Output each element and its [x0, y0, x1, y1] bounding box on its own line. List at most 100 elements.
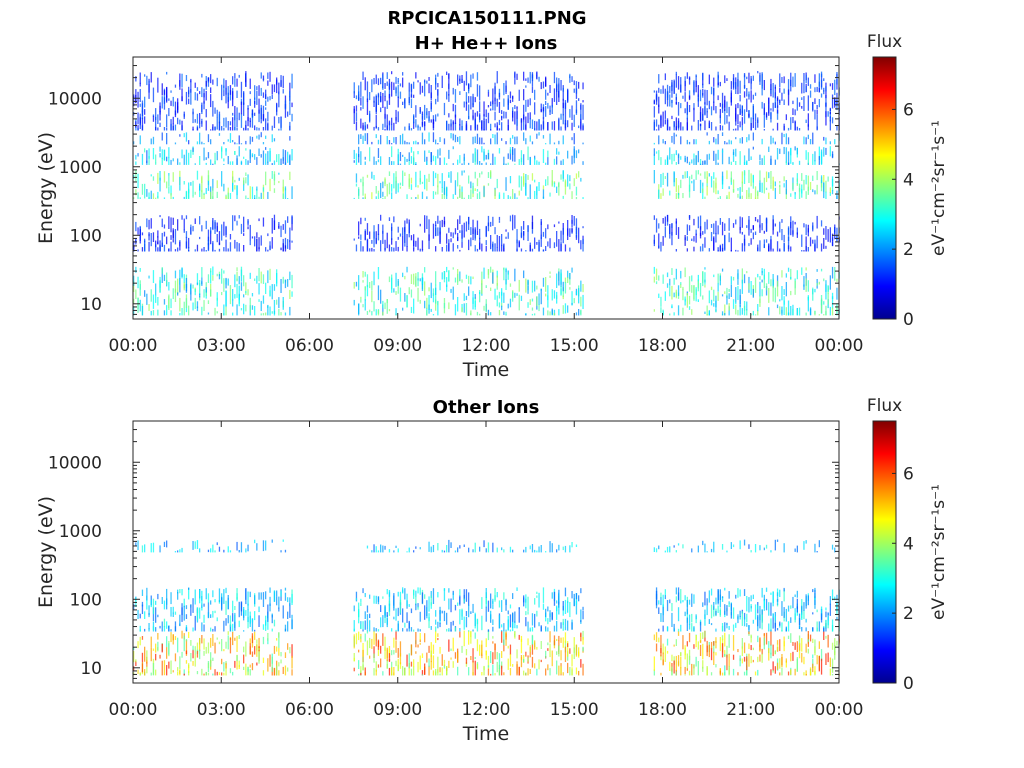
flux-streak [728, 603, 730, 607]
flux-streak [743, 612, 746, 620]
flux-streak [144, 109, 146, 115]
flux-streak [174, 270, 177, 279]
flux-streak [377, 233, 380, 241]
flux-streak [393, 247, 395, 252]
flux-streak [369, 655, 371, 659]
flux-streak [699, 215, 702, 230]
flux-streak [194, 654, 196, 667]
flux-streak [163, 618, 166, 628]
flux-streak [487, 309, 490, 316]
flux-streak [485, 606, 487, 622]
flux-streak [245, 304, 247, 312]
flux-streak [487, 269, 490, 275]
flux-streak [267, 161, 269, 165]
flux-streak [509, 147, 512, 154]
flux-streak [377, 550, 380, 553]
flux-streak [148, 275, 150, 279]
flux-streak [284, 186, 287, 199]
flux-streak [560, 113, 562, 120]
flux-streak [190, 227, 192, 235]
flux-streak [384, 647, 386, 660]
flux-streak [825, 653, 827, 665]
flux-streak [260, 72, 262, 79]
flux-streak [393, 137, 395, 143]
flux-streak [765, 171, 768, 183]
flux-streak [137, 609, 139, 619]
flux-streak [825, 191, 827, 199]
flux-streak [437, 638, 439, 641]
flux-streak [669, 313, 671, 316]
flux-streak [724, 75, 726, 84]
colorbar-title: Flux [867, 32, 902, 52]
flux-streak [454, 180, 457, 195]
flux-streak [355, 591, 358, 602]
flux-streak [428, 83, 430, 94]
flux-streak [181, 120, 183, 131]
flux-streak [459, 278, 461, 281]
flux-streak [223, 78, 225, 88]
flux-streak [492, 600, 494, 604]
flux-streak [146, 662, 148, 667]
flux-streak [181, 630, 183, 639]
flux-streak [814, 639, 816, 653]
flux-streak [355, 105, 358, 112]
flux-streak [172, 196, 174, 199]
flux-streak [393, 550, 395, 553]
flux-streak [688, 306, 691, 310]
flux-streak [207, 229, 210, 242]
flux-streak [373, 175, 375, 180]
flux-streak [205, 646, 207, 654]
flux-streak [785, 282, 787, 297]
flux-streak [558, 91, 560, 102]
flux-streak [666, 650, 669, 654]
flux-streak [399, 83, 402, 87]
flux-streak [448, 588, 450, 593]
flux-streak [715, 138, 717, 145]
flux-streak [183, 196, 185, 199]
flux-streak [549, 668, 551, 676]
flux-streak [479, 161, 481, 165]
flux-streak [735, 219, 737, 225]
flux-streak [410, 147, 413, 153]
flux-streak [735, 107, 737, 122]
flux-streak [238, 243, 240, 252]
flux-streak [750, 193, 752, 199]
flux-streak [415, 140, 417, 145]
flux-streak [133, 603, 135, 610]
flux-streak [276, 79, 278, 85]
flux-streak [693, 644, 695, 649]
flux-streak [688, 176, 691, 192]
flux-streak [790, 652, 792, 662]
flux-streak [166, 272, 168, 286]
flux-streak [768, 288, 770, 303]
flux-streak [798, 613, 801, 626]
flux-streak [386, 589, 388, 595]
flux-streak [825, 620, 827, 628]
flux-streak [276, 104, 278, 116]
flux-streak [781, 229, 783, 241]
flux-streak [688, 76, 691, 80]
flux-streak [503, 267, 505, 281]
flux-streak [152, 310, 155, 316]
flux-streak [575, 150, 578, 159]
flux-streak [229, 234, 232, 240]
flux-streak [779, 250, 781, 252]
flux-streak [710, 648, 713, 661]
flux-streak [426, 161, 428, 165]
flux-streak [271, 163, 273, 165]
flux-streak [748, 187, 750, 198]
flux-streak [732, 668, 735, 676]
flux-streak [148, 232, 150, 241]
flux-streak [141, 110, 144, 120]
flux-streak [245, 148, 247, 151]
colorbar-tick-label: 4 [903, 170, 914, 190]
flux-streak [534, 128, 536, 131]
flux-streak [545, 551, 547, 553]
flux-streak [691, 159, 693, 164]
flux-streak [675, 97, 677, 104]
flux-streak [673, 153, 675, 162]
flux-streak [238, 601, 240, 618]
flux-streak [265, 118, 267, 131]
flux-streak [265, 282, 267, 294]
flux-streak [457, 273, 459, 285]
